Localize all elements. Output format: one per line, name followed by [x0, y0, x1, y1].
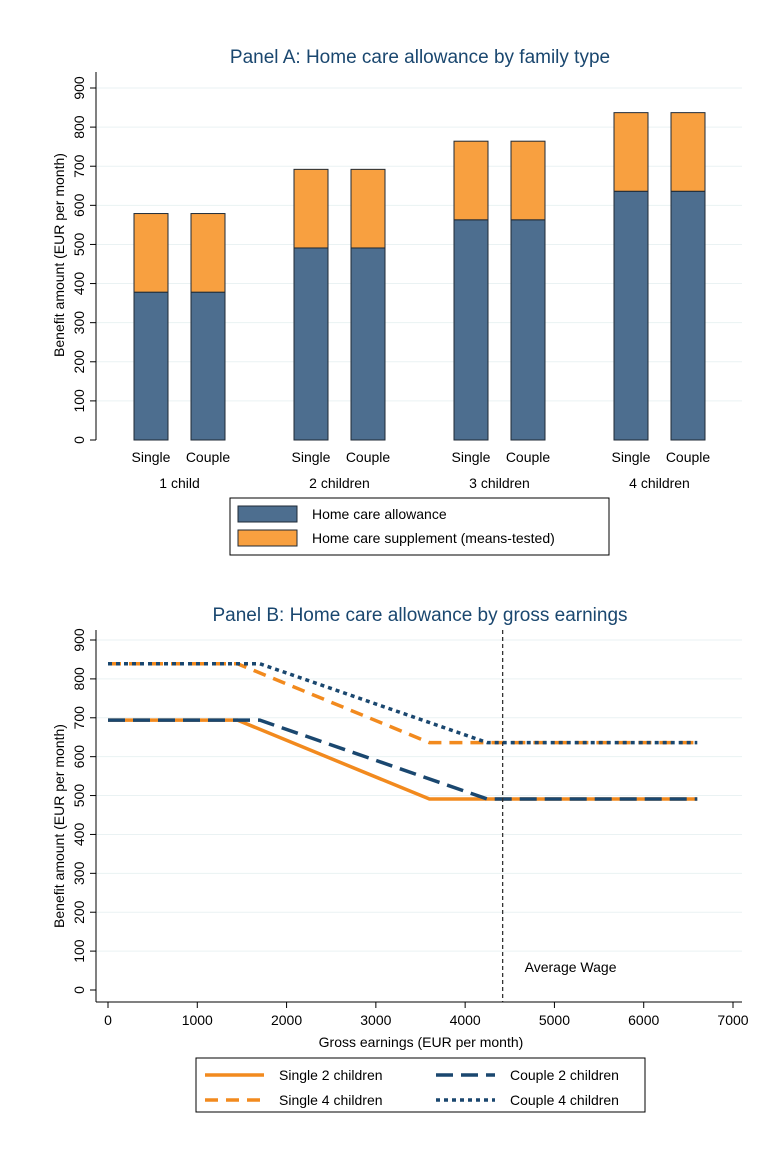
y-tick-label: 200: [71, 900, 87, 924]
legend-label: Single 4 children: [279, 1092, 383, 1108]
legend-label: Home care supplement (means-tested): [312, 530, 555, 546]
y-tick-label: 300: [71, 311, 87, 335]
y-tick-label: 400: [71, 823, 87, 847]
bar-category-label: Single: [612, 449, 651, 465]
bar-allowance: [133, 291, 169, 441]
x-tick-label: 3000: [360, 1012, 391, 1028]
legend-label: Home care allowance: [312, 506, 447, 522]
series-line-single-4-children: [108, 661, 698, 745]
legend-swatch: [237, 529, 298, 547]
group-label: 1 child: [159, 475, 199, 491]
x-tick-label: 6000: [628, 1012, 659, 1028]
bar-category-label: Couple: [666, 449, 711, 465]
x-tick-label: 0: [104, 1012, 112, 1028]
y-tick-label: 0: [71, 986, 87, 994]
y-tick-label: 900: [71, 628, 87, 652]
panel-a: Panel A: Home care allowance by family t…: [51, 47, 742, 556]
group-label: 4 children: [629, 475, 690, 491]
bar-supplement: [510, 140, 546, 221]
x-tick-label: 4000: [450, 1012, 481, 1028]
panel-a-x-labels: Single Couple 1 child Single Couple 2 childre…: [132, 449, 711, 491]
group-label: 3 children: [469, 475, 530, 491]
legend-swatch: [237, 505, 298, 523]
bar-category-label: Single: [292, 449, 331, 465]
panel-a-y-label: Benefit amount (EUR per month): [51, 153, 67, 357]
bar-category-label: Couple: [506, 449, 551, 465]
legend-label: Couple 4 children: [510, 1092, 619, 1108]
bar-supplement: [190, 213, 226, 293]
series-line-couple-2-children: [108, 718, 698, 801]
bar-supplement: [670, 112, 706, 192]
x-tick-label: 1000: [182, 1012, 213, 1028]
bar-supplement: [350, 168, 386, 249]
y-tick-label: 400: [71, 272, 87, 296]
y-tick-label: 200: [71, 350, 87, 374]
bar-supplement: [293, 168, 329, 249]
bar-allowance: [670, 190, 706, 441]
bar-supplement: [613, 112, 649, 192]
bar-allowance: [190, 291, 226, 441]
y-tick-label: 100: [71, 389, 87, 413]
y-tick-label: 300: [71, 861, 87, 885]
panel-b-x-ticks: 0 1000 2000 3000 4000 5000 6000 7000: [104, 1002, 749, 1028]
panel-a-legend: Home care allowance Home care supplement …: [229, 497, 610, 556]
bar-category-label: Single: [132, 449, 171, 465]
x-tick-label: 7000: [717, 1012, 748, 1028]
legend-label: Single 2 children: [279, 1067, 383, 1083]
series-line-couple-4-children: [108, 661, 698, 745]
y-tick-label: 600: [71, 193, 87, 217]
y-tick-label: 600: [71, 745, 87, 769]
legend-label: Couple 2 children: [510, 1067, 619, 1083]
panel-b-y-label: Benefit amount (EUR per month): [51, 724, 67, 928]
bar-supplement: [453, 140, 489, 221]
bar-allowance: [293, 247, 329, 441]
y-tick-label: 100: [71, 939, 87, 963]
panel-b-legend: Single 2 children Couple 2 children Single…: [195, 1057, 646, 1113]
y-tick-label: 900: [71, 76, 87, 100]
group-label: 2 children: [309, 475, 370, 491]
panel-b-lines: [108, 661, 698, 801]
panel-b: Panel B: Home care allowance by gross ea…: [51, 605, 749, 1113]
series-line-single-2-children: [108, 718, 698, 801]
y-tick-label: 800: [71, 115, 87, 139]
panel-b-y-ticks: 0 100 200 300 400 500 600 700 800 900: [71, 628, 96, 994]
legend-box: [195, 1057, 646, 1113]
bar-supplement: [133, 213, 169, 293]
y-tick-label: 500: [71, 784, 87, 808]
y-tick-label: 700: [71, 154, 87, 178]
bar-category-label: Couple: [346, 449, 391, 465]
bar-category-label: Couple: [186, 449, 231, 465]
panel-b-title: Panel B: Home care allowance by gross ea…: [212, 605, 627, 626]
panel-a-bars: [133, 112, 706, 441]
y-tick-label: 0: [71, 436, 87, 444]
panel-a-y-ticks: 0 100 200 300 400 500 600 700 800 900: [71, 76, 96, 444]
bar-allowance: [350, 247, 386, 441]
panel-a-title: Panel A: Home care allowance by family t…: [230, 47, 610, 68]
y-tick-label: 500: [71, 233, 87, 257]
x-tick-label: 5000: [539, 1012, 570, 1028]
bar-category-label: Single: [452, 449, 491, 465]
y-tick-label: 700: [71, 706, 87, 730]
average-wage-label: Average Wage: [525, 959, 617, 975]
panel-b-reference-line: Average Wage: [501, 630, 617, 1002]
bar-allowance: [613, 190, 649, 441]
x-tick-label: 2000: [271, 1012, 302, 1028]
panel-b-x-label: Gross earnings (EUR per month): [319, 1034, 524, 1050]
y-tick-label: 800: [71, 667, 87, 691]
bar-allowance: [510, 219, 546, 441]
bar-allowance: [453, 219, 489, 441]
